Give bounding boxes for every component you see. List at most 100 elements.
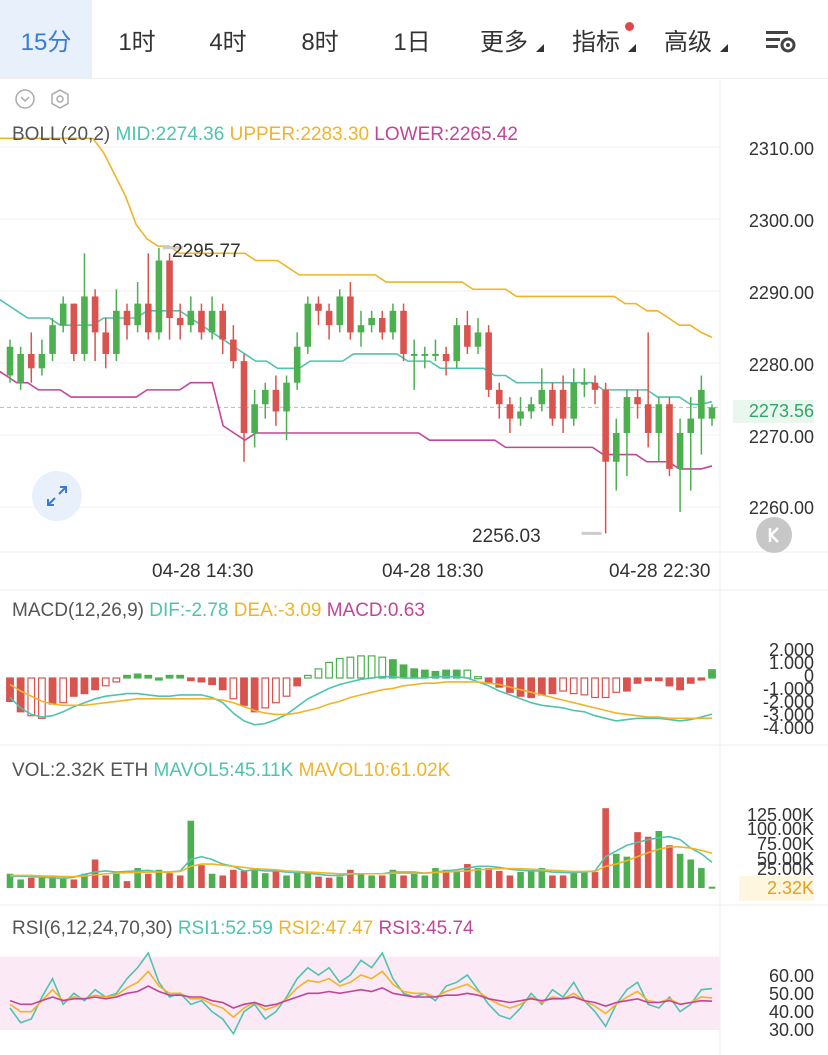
candle-body [612, 433, 620, 462]
expand-button[interactable] [32, 471, 82, 521]
tab-15m[interactable]: 15分 [0, 0, 92, 78]
candle-body [347, 296, 354, 333]
tab-8h[interactable]: 8时 [274, 0, 366, 78]
chevron-down-icon [536, 44, 544, 52]
macd-bar [112, 677, 121, 683]
candle-body [389, 310, 397, 333]
macd-bar [261, 677, 270, 709]
hexagon-settings-icon[interactable] [51, 89, 69, 109]
volume-bar [219, 875, 227, 888]
macd-bar [665, 677, 674, 687]
candle-body [325, 310, 333, 326]
vol-tick: 125.00K [746, 805, 814, 825]
volume-bar [347, 869, 354, 888]
tab-label: 8时 [301, 28, 339, 56]
current-price-label: 2273.56 [732, 400, 814, 423]
candle-body [634, 397, 641, 405]
macd-bar [176, 674, 185, 679]
macd-bar [420, 669, 429, 679]
volume-bar [602, 808, 609, 888]
volume-bar [6, 873, 14, 888]
vol-mavol5: MAVOL5:45.11K [153, 760, 294, 781]
candle-body [27, 353, 35, 369]
macd-bar [431, 670, 440, 679]
tab-1h[interactable]: 1时 [92, 0, 182, 78]
macd-bar [378, 656, 387, 679]
candle-body [38, 353, 46, 369]
tab-advanced[interactable]: 高级 [642, 0, 734, 78]
macd-bar [101, 677, 110, 687]
vol-tick: 75.00K [756, 834, 814, 854]
volume-bar [442, 869, 450, 888]
volume-bar [176, 875, 184, 888]
volume-bar [113, 873, 120, 888]
macd-bar [69, 677, 78, 697]
candle-body [400, 310, 407, 354]
rsi1-line [9, 951, 713, 1036]
chevron-down-icon[interactable] [15, 89, 35, 109]
macd-bar [527, 677, 536, 699]
candle-body [517, 411, 524, 419]
macd-bar [59, 677, 68, 704]
tab-label: 更多 [480, 28, 528, 56]
boll-legend: BOLL(20,2) MID:2274.36 UPPER:2283.30 LOW… [12, 124, 518, 146]
macd-bar [633, 677, 642, 684]
macd-bar [559, 677, 567, 692]
macd-bar [165, 674, 174, 679]
candle-body [676, 433, 684, 469]
macd-bar [272, 677, 280, 704]
boll-name: BOLL(20,2) [12, 124, 111, 145]
rsi2-line [9, 970, 713, 1019]
price-tick: 2260.00 [748, 498, 814, 518]
volume-bar [410, 873, 418, 888]
macd-bar [133, 673, 142, 679]
timeframe-tabs: 15分 1时 4时 8时 1日 更多 指标 高级 [0, 0, 828, 79]
tab-4h[interactable]: 4时 [182, 0, 274, 78]
macd-bar [38, 677, 46, 719]
tab-label: 指标 [572, 28, 620, 56]
macd-bar [80, 677, 89, 695]
low-price-label: 2256.03 [472, 526, 541, 547]
candle-body [240, 361, 248, 433]
collapse-button[interactable] [756, 517, 792, 553]
candle-body [17, 353, 24, 383]
candle-body [357, 325, 365, 333]
macd-bar [644, 677, 653, 682]
candle-body [687, 418, 695, 433]
volume-bar [474, 868, 482, 888]
volume-bar [698, 868, 705, 888]
macd-tick: 2.000 [768, 640, 814, 660]
volume-bar [293, 870, 301, 888]
candle-body [251, 404, 258, 433]
candle-body [293, 346, 301, 383]
candle-body [198, 310, 205, 333]
macd-bar [240, 677, 248, 706]
candle-body [485, 332, 492, 390]
macd-bar [123, 674, 131, 679]
macd-bar [452, 669, 461, 679]
macd-bar [144, 674, 153, 679]
volume-bar [368, 875, 375, 888]
macd-bar [591, 677, 599, 699]
tab-indicators[interactable]: 指标 [550, 0, 642, 78]
vol-tick: 50.00K [756, 849, 814, 869]
tab-1d[interactable]: 1日 [366, 0, 458, 78]
chart-settings-button[interactable] [734, 0, 828, 78]
macd-bar [197, 677, 206, 683]
candle-body [378, 318, 386, 333]
candle-body [304, 303, 312, 347]
tab-more[interactable]: 更多 [458, 0, 550, 78]
volume-bar [357, 873, 365, 888]
volume-bar [644, 836, 652, 888]
volume-bar [230, 869, 237, 888]
macd-bar [325, 661, 333, 679]
candle-body [134, 303, 141, 326]
rsi-legend: RSI(6,12,24,70,30) RSI1:52.59 RSI2:47.47… [12, 918, 474, 940]
macd-bar [293, 677, 302, 687]
volume-bar [389, 869, 397, 888]
volume-bar [378, 875, 386, 888]
candle-body [591, 382, 599, 390]
candle-body [410, 353, 418, 356]
candle-body [59, 303, 67, 326]
